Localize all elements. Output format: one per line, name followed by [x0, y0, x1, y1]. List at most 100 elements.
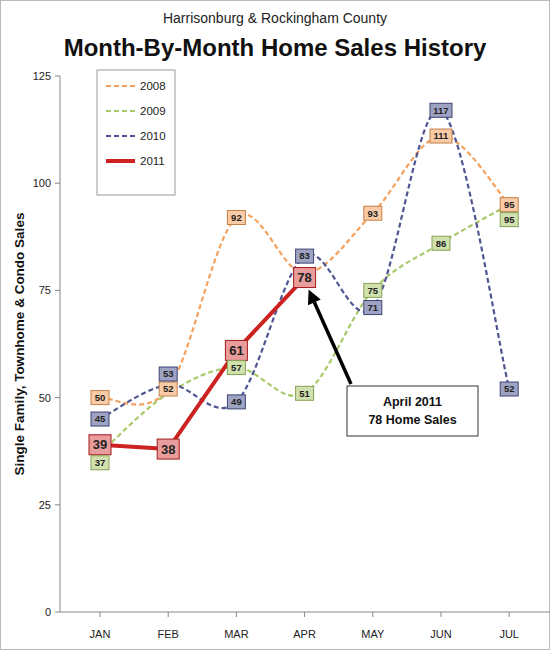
data-label-text: 117: [433, 105, 448, 116]
data-label-text: 57: [231, 362, 242, 373]
subtitle: Harrisonburg & Rockingham County: [163, 10, 387, 26]
data-marker: [364, 283, 382, 297]
y-tick: [55, 183, 60, 184]
y-tick-label: 75: [39, 284, 51, 296]
y-tick: [55, 397, 60, 398]
data-marker: [227, 211, 245, 225]
y-tick: [55, 76, 60, 77]
data-label-text: 38: [161, 442, 175, 457]
data-marker: [296, 249, 314, 263]
data-label-text: 75: [368, 285, 379, 296]
series-line: [100, 205, 509, 454]
legend-swatch: [106, 110, 135, 112]
y-axis-line: [60, 76, 61, 612]
data-marker: [227, 361, 245, 375]
data-marker: [364, 206, 382, 220]
y-tick-label: 50: [39, 392, 51, 404]
data-label: 93: [364, 206, 382, 220]
data-marker: [91, 391, 109, 405]
data-marker: [225, 340, 247, 360]
data-label-text: 37: [95, 457, 106, 468]
x-tick: [100, 612, 101, 617]
y-axis-label: Single Family, Townhome & Condo Sales: [12, 213, 27, 476]
x-tick: [304, 612, 305, 617]
data-marker: [159, 367, 177, 381]
x-tick: [372, 612, 373, 617]
chart-svg: Harrisonburg & Rockingham County Month-By…: [0, 0, 550, 650]
data-label: 71: [364, 301, 382, 315]
data-label: 45: [91, 412, 109, 426]
legend-label: 2010: [140, 130, 166, 142]
data-label-text: 52: [163, 383, 174, 394]
x-tick-label: FEB: [157, 628, 178, 640]
annotation: April 2011 78 Home Sales: [308, 290, 478, 436]
data-label-text: 52: [504, 383, 515, 394]
data-marker: [157, 439, 179, 459]
data-label-text: 51: [299, 388, 310, 399]
data-label-text: 39: [93, 437, 107, 452]
data-label-text: 86: [436, 238, 447, 249]
data-label: 39: [89, 435, 111, 455]
data-marker: [89, 435, 111, 455]
y-tick-label: 25: [39, 499, 51, 511]
data-label: 95: [500, 198, 518, 212]
data-label-text: 83: [299, 250, 310, 261]
x-tick-label: JAN: [90, 628, 111, 640]
data-label: 95: [500, 213, 518, 227]
data-marker: [296, 386, 314, 400]
annotation-text: April 2011: [383, 395, 442, 409]
data-marker: [500, 198, 518, 212]
data-label-text: 78: [297, 270, 311, 285]
data-label: 83: [296, 249, 314, 263]
data-label: 53: [159, 367, 177, 381]
data-label: 51: [296, 386, 314, 400]
data-label-text: 49: [231, 396, 242, 407]
x-tick-label: APR: [293, 628, 316, 640]
data-marker: [91, 412, 109, 426]
y-tick-label: 125: [33, 70, 51, 82]
legend: 2008200920102011: [97, 70, 175, 195]
series-line: [100, 110, 509, 419]
chart-container: Harrisonburg & Rockingham County Month-By…: [0, 0, 550, 650]
x-tick-label: MAR: [224, 628, 249, 640]
data-label: 52: [159, 382, 177, 396]
data-label-text: 93: [368, 208, 379, 219]
data-marker: [227, 395, 245, 409]
y-tick: [55, 504, 60, 505]
axes: 0255075100125JANFEBMARAPRMAYJUNJUL: [33, 70, 550, 640]
x-tick: [168, 612, 169, 617]
data-marker: [432, 236, 450, 250]
data-marker: [500, 213, 518, 227]
data-label-text: 92: [231, 212, 242, 223]
legend-swatch: [106, 159, 135, 163]
y-tick-label: 0: [45, 606, 51, 618]
annotation-box: [347, 386, 478, 436]
data-label: 52: [500, 382, 518, 396]
data-marker: [364, 301, 382, 315]
data-label: 61: [225, 340, 247, 360]
data-label-text: 53: [163, 368, 174, 379]
legend-label: 2008: [140, 80, 166, 92]
title: Month-By-Month Home Sales History: [64, 34, 487, 61]
data-label: 38: [157, 439, 179, 459]
data-marker: [294, 268, 316, 288]
x-tick-label: JUL: [499, 628, 519, 640]
data-labels: 39 38 61 78 50 52 92 93 111 95 37 57 51 75 86 95 45 53 49 8…: [89, 103, 518, 469]
series-line: [100, 278, 305, 450]
data-label: 86: [432, 236, 450, 250]
data-label: 49: [227, 395, 245, 409]
x-tick-label: MAY: [361, 628, 385, 640]
series-lines: [100, 110, 509, 454]
data-marker: [430, 129, 452, 143]
x-tick: [236, 612, 237, 617]
data-marker: [159, 382, 177, 396]
data-marker: [430, 103, 452, 117]
annotation-text: 78 Home Sales: [368, 413, 456, 427]
data-label-text: 50: [95, 392, 106, 403]
annotation-arrowhead: [308, 290, 321, 306]
data-label: 117: [430, 103, 452, 117]
data-label-text: 45: [95, 413, 106, 424]
data-label-text: 111: [434, 130, 450, 141]
data-label: 111: [430, 129, 452, 143]
legend-swatch: [106, 135, 135, 137]
